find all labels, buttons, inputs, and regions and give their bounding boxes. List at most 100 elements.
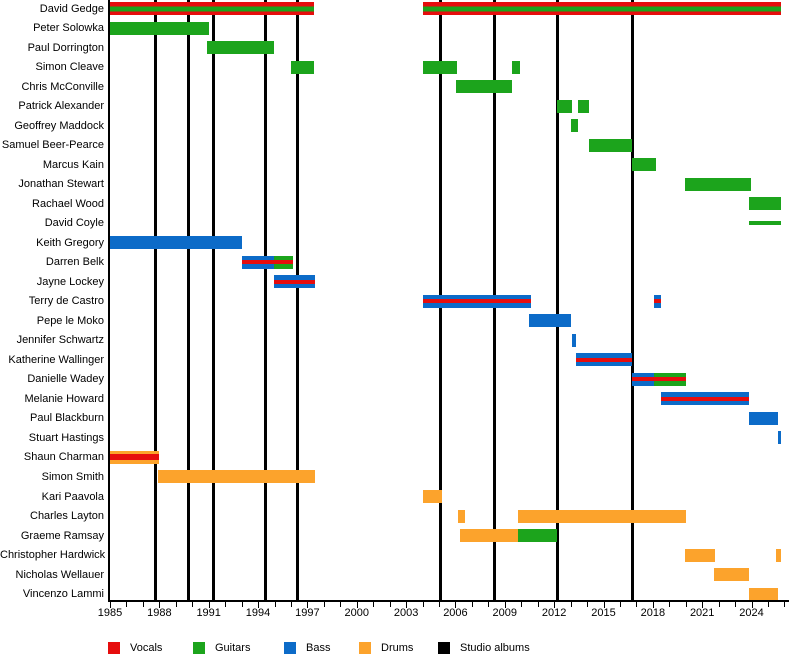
timeline-bar (456, 80, 513, 94)
member-label: Shaun Charman (23, 451, 104, 464)
axis-tick (159, 602, 161, 608)
legend-item: Guitars (193, 641, 250, 655)
axis-tick (110, 602, 111, 608)
member-label: Katherine Wallinger (8, 353, 104, 366)
member-label: Marcus Kain (42, 158, 104, 171)
member-label: Terry de Castro (28, 295, 104, 308)
axis-tick (307, 602, 309, 608)
axis-tick (751, 602, 753, 608)
studio-album-line (555, 0, 559, 601)
timeline-bar (157, 470, 315, 484)
timeline-bar (557, 99, 573, 113)
bar-stripe (423, 6, 782, 11)
axis-tick (406, 602, 408, 608)
member-label: Charles Layton (30, 510, 104, 523)
axis-tick (521, 602, 523, 607)
member-label: Rachael Wood (32, 197, 104, 210)
axis-tick (471, 602, 473, 607)
timeline-bar (273, 275, 315, 289)
legend-label: Drums (381, 642, 414, 654)
legend-swatch-vocals (108, 642, 120, 654)
axis-tick (142, 602, 144, 607)
timeline-bar (654, 372, 686, 386)
axis-tick (768, 602, 769, 607)
studio-album-line (630, 0, 634, 601)
member-label: Simon Cleave (35, 61, 104, 74)
member-label: Melanie Howard (24, 392, 104, 405)
legend-swatch-guitars (193, 642, 205, 654)
axis-tick (373, 602, 375, 607)
legend-swatch-bass (284, 642, 296, 654)
timeline-bar (529, 314, 571, 328)
axis-tick (735, 602, 737, 607)
timeline-bar (713, 568, 750, 582)
axis-tick-label: 1988 (147, 607, 172, 619)
timeline-bar (110, 2, 314, 15)
axis-tick (192, 602, 194, 607)
axis-tick-label: 2000 (344, 607, 369, 619)
axis-tick (290, 602, 292, 607)
timeline-bar (517, 509, 686, 523)
timeline-bar (776, 548, 782, 562)
member-label: Geoffrey Maddock (14, 119, 104, 132)
bar-stripe (575, 357, 633, 362)
bar-stripe (422, 299, 532, 304)
axis-tick (241, 602, 243, 607)
member-label: David Coyle (44, 217, 104, 230)
timeline-bar (749, 221, 782, 226)
member-label: Patrick Alexander (18, 100, 104, 113)
axis-tick (570, 602, 572, 607)
timeline-bar (110, 450, 160, 464)
timeline-bar (423, 60, 458, 74)
axis-tick-label: 2024 (739, 607, 764, 619)
timeline-bar (422, 294, 532, 308)
axis-tick (669, 602, 671, 607)
member-label: Christopher Hardwick (0, 549, 106, 562)
legend-swatch-drums (359, 642, 371, 654)
timeline-bar (653, 294, 662, 308)
axis-tick (718, 602, 720, 607)
timeline-bar (632, 158, 657, 172)
timeline-bar (684, 548, 716, 562)
bar-stripe (110, 454, 160, 461)
axis-tick (587, 602, 589, 607)
member-label: Simon Smith (41, 470, 104, 483)
timeline-bar (110, 236, 242, 250)
timeline-bar (578, 99, 589, 113)
member-label: Vincenzo Lammi (22, 588, 104, 601)
studio-album-line (296, 0, 300, 601)
member-label: Graeme Ramsay (20, 529, 104, 542)
member-label: Samuel Beer-Pearce (1, 139, 104, 152)
timeline-bar (632, 372, 655, 386)
axis-tick-label: 2009 (492, 607, 518, 619)
axis-tick (208, 602, 210, 608)
bar-stripe (661, 396, 750, 401)
axis-tick-label: 2018 (640, 607, 666, 619)
member-label: Darren Belk (45, 256, 104, 269)
legend-label: Vocals (130, 642, 163, 654)
timeline-bar (241, 255, 274, 269)
axis-tick (389, 602, 391, 607)
member-label: Jonathan Stewart (18, 178, 104, 191)
timeline-bar (575, 353, 633, 367)
member-label: Pepe le Moko (36, 314, 104, 327)
axis-tick (504, 602, 506, 608)
bar-stripe (273, 279, 315, 284)
axis-tick-label: 2012 (541, 607, 567, 619)
timeline-bar (749, 587, 778, 601)
axis-tick (537, 602, 539, 607)
axis-tick (488, 602, 490, 607)
axis-tick (340, 602, 342, 607)
axis-tick (636, 602, 638, 607)
axis-tick (554, 602, 556, 608)
axis-tick (175, 602, 177, 607)
timeline-bar (423, 2, 782, 15)
member-label: Jennifer Schwartz (16, 334, 104, 347)
axis-tick-label: 1985 (97, 607, 123, 619)
timeline-bar (684, 177, 751, 191)
member-label: Paul Blackburn (30, 412, 104, 425)
axis-tick (422, 602, 424, 607)
legend-item: Studio albums (438, 641, 530, 655)
bar-stripe (241, 260, 274, 265)
axis-tick (685, 602, 687, 607)
